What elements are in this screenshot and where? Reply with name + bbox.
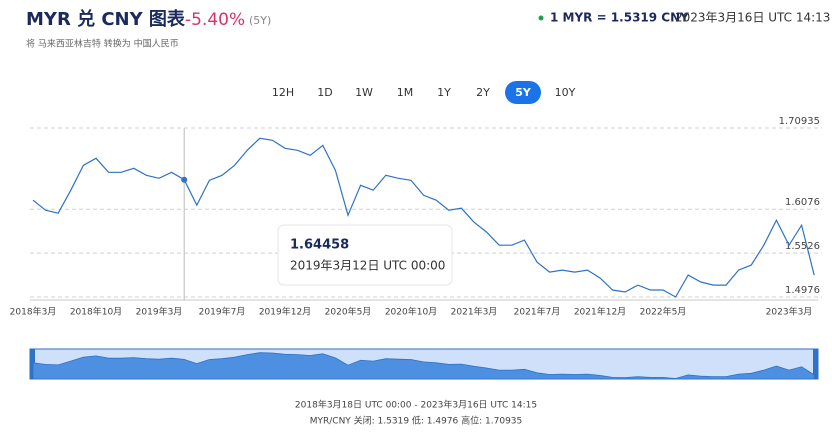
footer-range: 2018年3月18日 UTC 00:00 - 2023年3月16日 UTC 14… bbox=[295, 399, 537, 411]
navigator-area bbox=[32, 352, 815, 380]
title: MYR 兑 CNY 图表 bbox=[26, 8, 186, 30]
period: (5Y) bbox=[249, 14, 271, 27]
status-dot bbox=[538, 15, 544, 21]
x-tick-label: 2019年7月 bbox=[199, 306, 246, 318]
period-button[interactable]: 1M bbox=[397, 86, 414, 99]
y-tick-label: 1.4976 bbox=[785, 285, 820, 296]
x-tick-label: 2021年12月 bbox=[574, 306, 626, 318]
x-tick-label: 2019年3月 bbox=[136, 306, 183, 318]
x-tick-label: 2018年3月 bbox=[10, 306, 57, 318]
subtitle: 将 马来西亚林吉特 转换为 中国人民币 bbox=[26, 38, 179, 50]
rate: 1 MYR = 1.5319 CNY bbox=[550, 11, 689, 25]
period-button[interactable]: 1W bbox=[355, 86, 373, 99]
y-tick-label: 1.70935 bbox=[779, 116, 820, 127]
y-tick-label: 1.6076 bbox=[785, 197, 820, 208]
tooltip-value: 1.64458 bbox=[290, 238, 349, 253]
x-tick-label: 2021年3月 bbox=[451, 306, 498, 318]
period-button[interactable]: 1Y bbox=[437, 86, 451, 99]
x-tick-label: 2020年10月 bbox=[385, 306, 437, 318]
hover-point bbox=[181, 176, 188, 183]
period-button[interactable]: 12H bbox=[272, 86, 294, 99]
period-button[interactable]: 5Y bbox=[515, 86, 532, 99]
period-button[interactable]: 10Y bbox=[555, 86, 576, 99]
tooltip-box bbox=[277, 224, 453, 286]
timestamp: 2023年3月16日 UTC 14:13 bbox=[675, 11, 830, 25]
y-tick-label: 1.5526 bbox=[785, 241, 820, 252]
change: -5.40% bbox=[185, 10, 245, 30]
x-tick-label: 2020年5月 bbox=[325, 306, 372, 318]
line bbox=[32, 137, 815, 298]
x-tick-label: 2023年3月 bbox=[766, 306, 813, 318]
period-button-active[interactable] bbox=[505, 81, 541, 104]
period-button[interactable]: 1D bbox=[317, 86, 332, 99]
navigator-handle[interactable] bbox=[30, 349, 35, 379]
footer-stats: MYR/CNY 关闭: 1.5319 低: 1.4976 高位: 1.70935 bbox=[310, 415, 523, 427]
x-tick-label: 2021年7月 bbox=[514, 306, 561, 318]
navigator-handle[interactable] bbox=[813, 349, 818, 379]
x-tick-label: 2022年5月 bbox=[640, 306, 687, 318]
period-button[interactable]: 2Y bbox=[476, 86, 490, 99]
x-tick-label: 2019年12月 bbox=[259, 306, 311, 318]
x-tick-label: 2018年10月 bbox=[70, 306, 122, 318]
tooltip-date: 2019年3月12日 UTC 00:00 bbox=[290, 259, 445, 273]
